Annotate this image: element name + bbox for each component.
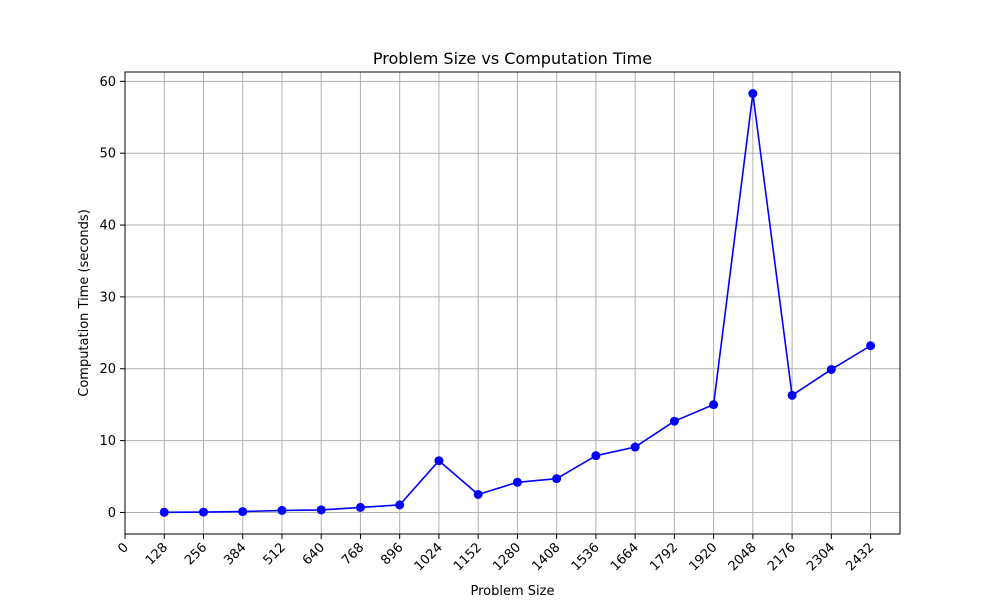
data-point <box>277 505 287 515</box>
data-point <box>748 89 758 99</box>
x-tick-label: 896 <box>378 540 406 568</box>
data-point <box>434 456 444 466</box>
x-tick-label: 2304 <box>804 540 838 574</box>
data-point <box>552 474 562 484</box>
x-tick-label: 2048 <box>726 540 760 574</box>
data-point <box>630 442 640 452</box>
y-axis-label: Computation Time (seconds) <box>77 209 92 397</box>
data-point <box>512 477 522 487</box>
x-tick-label: 1664 <box>608 540 642 574</box>
x-tick-label: 256 <box>182 540 210 568</box>
x-tick-label: 1152 <box>451 540 485 574</box>
plot-frame <box>124 71 901 535</box>
x-tick-label: 0 <box>115 540 131 556</box>
x-tick-label: 1920 <box>686 540 720 574</box>
x-tick-label: 1408 <box>529 540 563 574</box>
data-point <box>709 400 719 410</box>
x-tick-label: 640 <box>300 540 328 568</box>
data-point <box>787 390 797 400</box>
x-axis-label: Problem Size <box>471 584 555 599</box>
y-tick-label: 20 <box>99 362 116 377</box>
y-tick-label: 40 <box>99 219 116 234</box>
data-point <box>866 341 876 351</box>
data-point <box>669 416 679 426</box>
x-tick-label: 1024 <box>412 540 446 574</box>
data-point <box>591 451 601 461</box>
y-tick-label: 30 <box>99 290 116 305</box>
data-point <box>316 505 326 515</box>
data-point <box>473 489 483 499</box>
x-tick-label: 1536 <box>569 540 603 574</box>
x-tick-label: 768 <box>339 540 367 568</box>
y-tick-label: 0 <box>108 506 116 521</box>
x-tick-label: 384 <box>221 540 249 568</box>
x-tick-label: 128 <box>143 540 171 568</box>
x-tick-label: 1280 <box>490 540 524 574</box>
y-tick-label: 50 <box>99 147 116 162</box>
data-point <box>238 507 248 517</box>
x-tick-label: 2176 <box>765 540 799 574</box>
data-point <box>395 500 405 510</box>
series-layer <box>159 89 876 517</box>
y-tick-label: 10 <box>99 434 116 449</box>
x-tick-label: 2432 <box>843 540 877 574</box>
grid <box>124 72 900 534</box>
y-tick-label: 60 <box>99 75 116 90</box>
x-tick-label: 1792 <box>647 540 681 574</box>
data-point <box>198 507 208 517</box>
data-point <box>355 502 365 512</box>
data-point <box>826 364 836 374</box>
x-tick-label: 512 <box>261 540 289 568</box>
data-point <box>159 507 169 517</box>
chart-title: Problem Size vs Computation Time <box>373 49 652 68</box>
